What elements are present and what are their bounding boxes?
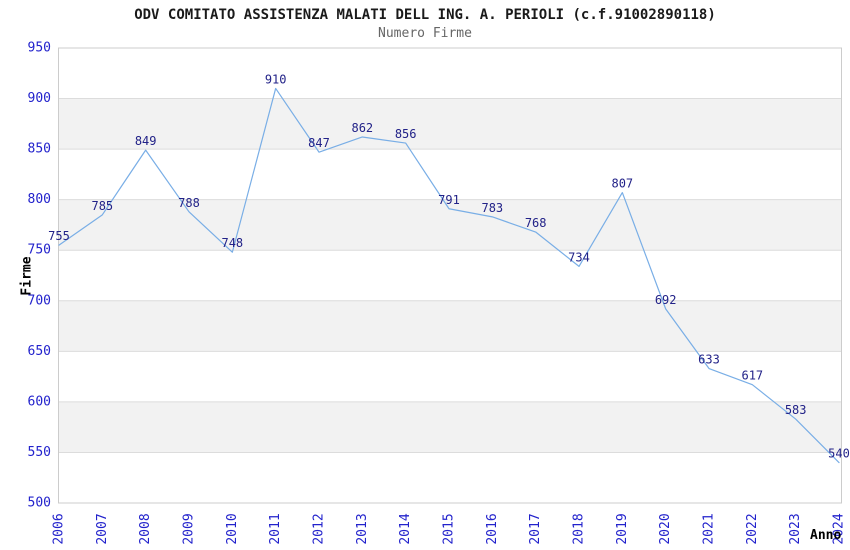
y-tick-label: 850	[28, 142, 51, 157]
data-label: 847	[308, 136, 330, 150]
data-label: 807	[611, 177, 633, 191]
y-tick-label: 600	[28, 394, 51, 409]
y-tick-labels: 500 550 600 650 700 750 800 850 900 950	[28, 41, 51, 511]
data-label: 791	[438, 193, 460, 207]
band	[58, 98, 842, 150]
data-label: 783	[481, 201, 503, 215]
x-tick-label: 2018	[572, 513, 587, 544]
chart-title: ODV COMITATO ASSISTENZA MALATI DELL ING.…	[134, 7, 716, 23]
data-label: 734	[568, 250, 590, 264]
x-tick-label: 2010	[225, 513, 240, 544]
y-tick-label: 500	[28, 496, 51, 511]
band	[58, 199, 842, 251]
data-label: 755	[48, 229, 70, 243]
data-label: 633	[698, 353, 720, 367]
data-label: 768	[525, 216, 547, 230]
x-axis-title: Anno	[810, 528, 842, 543]
y-tick-label: 800	[28, 192, 51, 207]
y-tick-label: 950	[28, 41, 51, 56]
data-label: 849	[135, 134, 157, 148]
y-tick-label: 750	[28, 243, 51, 258]
band	[58, 401, 842, 453]
x-tick-label: 2024	[832, 513, 847, 544]
x-tick-label: 2023	[788, 513, 803, 544]
x-tick-label: 2007	[95, 513, 110, 544]
data-label: 748	[221, 236, 243, 250]
data-label: 692	[655, 293, 677, 307]
x-tick-label: 2011	[268, 513, 283, 544]
x-tick-label: 2008	[138, 513, 153, 544]
y-tick-label: 700	[28, 293, 51, 308]
x-tick-label: 2016	[485, 513, 500, 544]
x-tick-label: 2017	[528, 513, 543, 544]
data-label: 540	[828, 447, 850, 461]
y-tick-label: 650	[28, 344, 51, 359]
y-tick-label: 550	[28, 445, 51, 460]
series-line	[58, 87, 840, 464]
plot-border	[58, 47, 842, 504]
x-tick-label: 2013	[355, 513, 370, 544]
data-label: 785	[91, 199, 113, 213]
x-tick-label: 2015	[442, 513, 457, 544]
gridlines	[58, 98, 842, 453]
data-label: 856	[395, 127, 417, 141]
x-tick-label: 2020	[658, 513, 673, 544]
data-label: 583	[785, 403, 807, 417]
data-label: 617	[741, 369, 763, 383]
y-axis-title: Firme	[19, 256, 35, 296]
x-tick-label: 2019	[615, 513, 630, 544]
y-tick-label: 900	[28, 91, 51, 106]
x-tick-label: 2021	[702, 513, 717, 544]
x-tick-label: 2014	[398, 513, 413, 544]
x-tick-label: 2012	[312, 513, 327, 544]
x-tick-label: 2009	[182, 513, 197, 544]
chart-subtitle: Numero Firme	[378, 26, 472, 41]
band	[58, 300, 842, 352]
background-bands	[58, 98, 842, 453]
data-label: 788	[178, 196, 200, 210]
data-labels: 755 785 849 788 748 910 847 862 856 791 783 768 734 8…	[48, 72, 850, 460]
data-label: 910	[265, 72, 287, 86]
x-tick-labels: 2006 2007 2008 2009 2010 2011 2012 2013 2014 2015…	[52, 513, 847, 544]
x-tick-label: 2022	[745, 513, 760, 544]
x-tick-label: 2006	[52, 513, 67, 544]
data-label: 862	[351, 121, 373, 135]
